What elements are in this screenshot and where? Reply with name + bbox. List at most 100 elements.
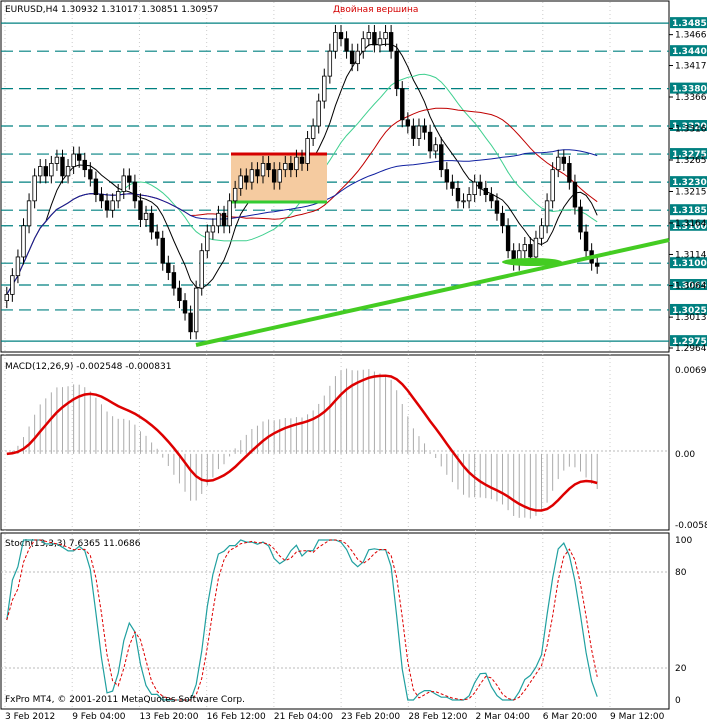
level-tag: 1.34400 xyxy=(672,47,707,57)
time-label: 23 Feb 20:00 xyxy=(341,712,400,722)
candle-body xyxy=(466,194,472,202)
candle-body xyxy=(216,212,221,227)
candle-body xyxy=(316,100,321,127)
level-tag-bg xyxy=(670,204,707,216)
candle-body xyxy=(127,175,132,183)
price-panel xyxy=(0,0,670,353)
candle-body xyxy=(322,75,327,102)
candle-body xyxy=(182,300,188,314)
candle-body xyxy=(505,225,511,252)
candle-body xyxy=(416,125,422,139)
candle-body xyxy=(550,169,555,202)
candle-body xyxy=(305,138,310,164)
candle-body xyxy=(572,181,578,208)
candle-body xyxy=(500,212,505,227)
stoch-axis: 100 80 20 0 xyxy=(675,536,692,706)
candle-body xyxy=(388,32,394,52)
level-tag-bg xyxy=(670,219,707,231)
candle-body xyxy=(244,175,249,183)
candle-body xyxy=(121,175,126,192)
candle-body xyxy=(522,244,528,252)
time-label: 28 Feb 12:00 xyxy=(408,712,467,722)
candle-body xyxy=(444,169,450,183)
time-label: 13 Feb 20:00 xyxy=(139,712,198,722)
candle-body xyxy=(10,275,15,295)
candle-body xyxy=(49,163,54,177)
candle-body xyxy=(383,32,388,40)
candle-body xyxy=(533,237,539,258)
stoch-scale-label: 80 xyxy=(675,568,687,578)
candle-body xyxy=(349,50,355,65)
candle-body xyxy=(394,50,399,89)
level-tag: 1.31000 xyxy=(672,259,707,269)
candle-body xyxy=(478,181,483,189)
candle-body xyxy=(461,200,466,203)
scale-label: 1.33665 xyxy=(675,93,707,103)
candle-body xyxy=(71,153,76,167)
macd-signal-line xyxy=(6,374,598,512)
scale-label: 1.32655 xyxy=(675,156,707,166)
stoch-signal-line xyxy=(6,539,598,701)
candle-body xyxy=(327,50,333,77)
stoch-scale-label: 20 xyxy=(675,664,687,674)
candle-body xyxy=(344,38,349,52)
candle-body xyxy=(595,262,600,267)
scale-label: 1.34170 xyxy=(675,62,707,72)
scale-label: 1.30640 xyxy=(675,282,707,292)
level-tag: 1.29750 xyxy=(672,337,707,347)
macd-panel xyxy=(0,354,670,531)
candle-body xyxy=(561,156,566,164)
level-tag: 1.33800 xyxy=(672,85,707,95)
level-tag-bg xyxy=(670,279,707,291)
candle-body xyxy=(199,250,204,289)
scale-label: 1.29640 xyxy=(675,344,707,354)
candle-body xyxy=(93,178,99,196)
level-tag-bg xyxy=(670,17,707,29)
candle-body xyxy=(450,181,455,189)
candle-body xyxy=(65,166,71,177)
candle-body xyxy=(88,169,93,180)
level-tag: 1.30250 xyxy=(672,306,707,316)
candle-body xyxy=(299,156,305,164)
candle-body xyxy=(26,200,32,227)
candle-body xyxy=(4,293,9,302)
candle-body xyxy=(310,125,316,139)
level-tag-bg xyxy=(670,176,707,188)
candle-body xyxy=(60,156,65,177)
candle-body xyxy=(238,175,243,189)
candle-body xyxy=(160,237,165,264)
candle-body xyxy=(227,200,232,227)
macd-scale-label: 0.00692 xyxy=(675,366,707,376)
candle-body xyxy=(76,153,82,161)
candle-body xyxy=(411,125,416,139)
candle-body xyxy=(110,200,115,211)
candle-body xyxy=(205,231,210,252)
candles xyxy=(4,24,600,340)
stoch-header: Stoch(13,3,3) 7.6365 11.0686 xyxy=(5,539,141,549)
scale-label: 1.31140 xyxy=(675,250,707,260)
level-tag-bg xyxy=(670,303,707,315)
candle-body xyxy=(104,200,110,211)
candle-body xyxy=(171,272,177,289)
candle-body xyxy=(361,38,366,52)
candle-body xyxy=(455,187,461,202)
level-tag-bg xyxy=(670,335,707,347)
grid-lines xyxy=(4,2,611,708)
candle-body xyxy=(277,169,282,183)
time-label: 2 Mar 04:00 xyxy=(476,712,531,722)
scale-label: 1.34665 xyxy=(675,31,707,41)
level-tag: 1.31600 xyxy=(672,222,707,232)
candle-body xyxy=(544,200,550,227)
candle-body xyxy=(249,169,255,183)
candle-body xyxy=(82,159,87,171)
macd-axis: 0.00692 0.00 -0.00587 xyxy=(675,366,707,531)
footer-copyright: FxPro MT4, © 2001-2011 MetaQuotes Softwa… xyxy=(5,695,245,705)
candle-body xyxy=(255,169,260,177)
level-tag: 1.33200 xyxy=(672,122,707,132)
candle-body xyxy=(210,225,216,233)
candle-body xyxy=(427,131,433,152)
candle-body xyxy=(400,88,405,121)
candle-body xyxy=(149,212,154,233)
candle-body xyxy=(177,287,182,302)
